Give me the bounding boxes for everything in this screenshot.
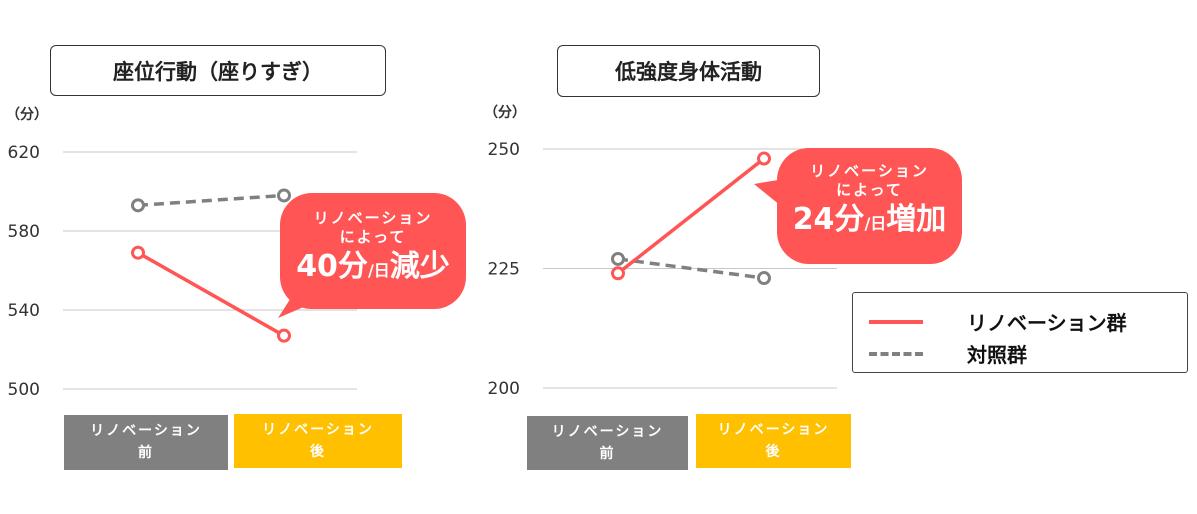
category-after-left: リノベーション後: [234, 414, 402, 468]
annotation-change: 減少: [389, 249, 450, 284]
category-label: 後: [310, 444, 326, 460]
category-label: リノベーション: [90, 423, 202, 439]
legend-item-renovation: リノベーション群: [869, 307, 1127, 336]
series-line: [617, 257, 765, 280]
category-label: リノベーション: [262, 422, 374, 438]
annotation-change: 増加: [886, 202, 947, 237]
legend-item-control: 対照群: [869, 339, 1027, 368]
data-point: [277, 328, 291, 343]
y-unit-right: （分）: [484, 105, 526, 121]
category-label: 前: [599, 446, 616, 462]
annotation-callout-decrease: リノベーション によって 40分/日減少: [280, 193, 466, 309]
legend-label: 対照群: [967, 343, 1027, 367]
series-line: [616, 157, 766, 275]
category-after-right: リノベーション後: [696, 414, 851, 468]
data-point: [757, 271, 771, 286]
legend: リノベーション群 対照群: [852, 292, 1188, 373]
annotation-text: によって: [836, 181, 903, 199]
annotation-value: 24分: [792, 202, 865, 237]
data-point: [611, 251, 625, 266]
category-label: 後: [765, 444, 782, 460]
legend-swatch-solid: [869, 319, 923, 324]
data-point: [131, 198, 145, 213]
series-line: [137, 251, 285, 338]
y-tick-label: 540: [8, 301, 40, 321]
y-tick-label: 580: [8, 222, 40, 242]
annotation-text: によって: [339, 228, 407, 246]
y-tick-label: 250: [488, 140, 520, 160]
legend-label: リノベーション群: [967, 311, 1127, 335]
legend-swatch-dashed: [869, 351, 923, 356]
annotation-per: /日: [864, 214, 887, 233]
series-line: [137, 193, 285, 208]
annotation-value: 40分: [296, 249, 368, 284]
category-before-left: リノベーション前: [64, 415, 228, 470]
y-tick-label: 225: [488, 260, 520, 280]
data-point: [611, 266, 625, 281]
data-point: [757, 151, 771, 166]
y-unit-left: （分）: [6, 107, 48, 123]
y-tick-label: 500: [8, 380, 40, 400]
chart-title-sedentary: 座位行動（座りすぎ）: [50, 45, 386, 96]
y-tick-label: 200: [488, 379, 520, 399]
category-label: リノベーション: [717, 422, 830, 438]
y-tick-label: 620: [8, 143, 40, 163]
annotation-per: /日: [367, 261, 390, 280]
chart-title-light-activity: 低強度身体活動: [557, 45, 820, 97]
category-label: リノベーション: [551, 424, 664, 440]
data-point: [131, 245, 145, 260]
category-before-right: リノベーション前: [527, 416, 688, 470]
annotation-text: リノベーション: [313, 209, 433, 227]
annotation-callout-increase: リノベーション によって 24分/日増加: [777, 148, 962, 264]
category-label: 前: [138, 445, 154, 461]
data-point: [277, 188, 291, 203]
annotation-text: リノベーション: [810, 162, 929, 180]
